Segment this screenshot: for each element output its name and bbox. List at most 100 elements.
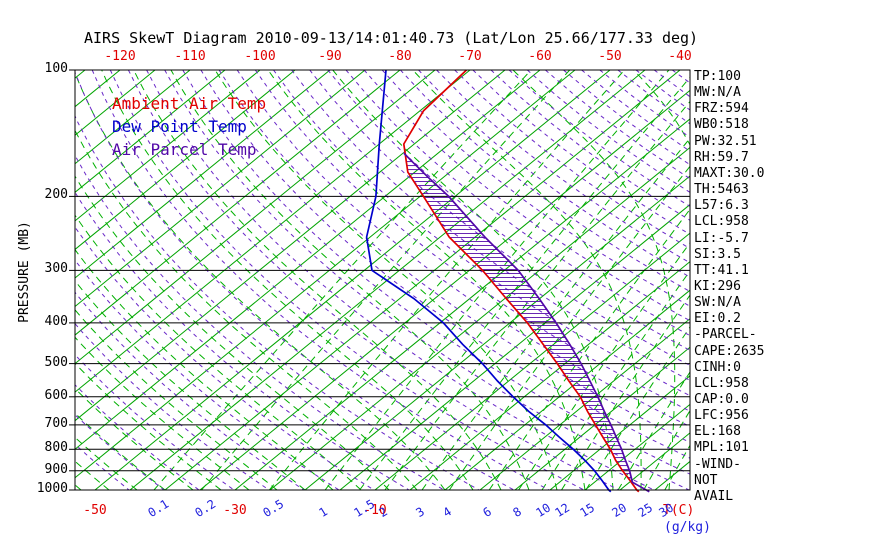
top-axis-tick-label: -90 [318, 49, 342, 64]
plot-border [74, 69, 691, 491]
mixing-ratio-line [269, 70, 625, 490]
stats-value: CINH:0 [694, 359, 741, 375]
dry-adiabat-line [727, 70, 870, 490]
dry-adiabat-line [436, 70, 690, 264]
stats-value: TP:100 [694, 69, 741, 84]
dry-adiabat-line [218, 70, 690, 443]
isotherm-line [75, 70, 366, 308]
mixing-ratio-line [643, 409, 690, 490]
isotherm-line [75, 70, 506, 422]
stats-value: MPL:101 [694, 440, 749, 456]
dry-adiabat-line [127, 70, 620, 490]
dry-adiabat-line [635, 70, 690, 111]
isotherm-line [584, 403, 690, 490]
isotherm-line [374, 232, 690, 490]
isotherm-line [75, 70, 296, 251]
mixing-ratio-line [617, 371, 690, 490]
isotherm-line [75, 70, 191, 165]
dry-adiabat-line [563, 70, 690, 166]
isotherm-line [514, 346, 690, 490]
moist-adiabat-line [75, 387, 194, 490]
dry-adiabat-line [400, 70, 690, 293]
pressure-tick-label: 700 [44, 416, 68, 431]
stats-value: SI:3.5 [694, 246, 741, 262]
mixing-ratio-line [421, 137, 690, 490]
dry-adiabat-line [75, 154, 445, 490]
ambient-temp-curve [402, 69, 640, 493]
temp-axis-unit-label: T(C) [663, 503, 695, 518]
isotherm-line [619, 432, 690, 490]
stats-value: LFC:956 [694, 408, 749, 424]
dry-adiabat-line [182, 70, 690, 475]
stats-value: EI:0.2 [694, 311, 741, 327]
dry-adiabat-line [75, 259, 340, 490]
moist-adiabat-line [809, 70, 870, 490]
moist-adiabat-line [75, 175, 390, 490]
stats-value: L57:6.3 [694, 198, 749, 214]
stats-value: KI:296 [694, 278, 741, 294]
stats-value: PW:32.51 [694, 133, 757, 149]
dry-adiabat-line [254, 70, 690, 412]
dry-adiabat-line [236, 70, 690, 428]
moist-adiabat-line [75, 129, 418, 490]
bottom-temp-tick-label: -10 [363, 503, 387, 518]
isotherm-line [75, 70, 436, 365]
isotherm-line [164, 70, 681, 490]
dry-adiabat-line [200, 70, 690, 459]
dry-adiabat-line [75, 291, 305, 490]
isotherm-line [444, 289, 690, 490]
isotherm-line [75, 70, 331, 279]
moist-adiabat-line [170, 70, 530, 490]
dry-adiabat-line [327, 70, 690, 351]
moist-adiabat-line [75, 336, 250, 490]
moist-adiabat-line [75, 362, 222, 490]
dry-adiabat-line [75, 353, 235, 490]
moist-adiabat-line [75, 309, 278, 490]
moist-adiabat-line [75, 280, 306, 490]
dry-adiabat-line [472, 70, 690, 235]
mixing-ratio-line [448, 165, 690, 490]
pressure-tick-label: 200 [44, 187, 68, 202]
dry-adiabat-line [363, 70, 690, 322]
chart-title: AIRS SkewT Diagram 2010-09-13/14:01:40.7… [84, 29, 699, 47]
pressure-tick-label: 300 [44, 261, 68, 276]
pressure-tick-label: 400 [44, 314, 68, 329]
top-axis-tick-label: -80 [388, 49, 412, 64]
bottom-temp-tick-label: -50 [83, 503, 107, 518]
stats-value: CAPE:2635 [694, 343, 765, 359]
moist-adiabat-line [75, 214, 362, 490]
stats-value: FRZ:594 [694, 101, 749, 117]
isotherm-line [75, 70, 401, 336]
top-axis-tick-label: -60 [528, 49, 552, 64]
moist-adiabat-line [75, 248, 334, 490]
top-axis-tick-label: -100 [244, 49, 276, 64]
moist-adiabat-line [267, 70, 586, 490]
stats-value: WB0:518 [694, 117, 749, 133]
dry-adiabat-line [345, 70, 690, 337]
legend-dew-point-temp: Dew Point Temp [112, 117, 247, 136]
stats-value: TT:41.1 [694, 262, 749, 278]
pressure-tick-label: 500 [44, 355, 68, 370]
moist-adiabat-line [412, 70, 642, 490]
background-grid [75, 70, 870, 490]
stats-value: MAXT:30.0 [694, 165, 765, 181]
dry-adiabat-line [381, 70, 690, 307]
stats-value: AVAIL [694, 488, 734, 504]
moist-adiabat-line [512, 70, 676, 490]
isotherm-line [479, 318, 690, 490]
moist-adiabat-line [781, 70, 870, 490]
dry-adiabat-line [454, 70, 690, 250]
dry-adiabat-line [75, 114, 480, 490]
mixing-ratio-line [359, 76, 690, 490]
isotherm-line [75, 70, 471, 393]
moist-adiabat-line [837, 70, 870, 490]
stats-value: SW:N/A [694, 295, 741, 311]
dry-adiabat-line [91, 70, 550, 490]
isotherm-line [654, 460, 690, 490]
mixing-ratio-line [561, 294, 690, 490]
moist-adiabat-line [753, 70, 842, 490]
pressure-tick-label: 600 [44, 388, 68, 403]
moist-adiabat-line [133, 70, 502, 490]
isotherm-line [549, 375, 690, 490]
dry-adiabat-line [545, 70, 690, 180]
